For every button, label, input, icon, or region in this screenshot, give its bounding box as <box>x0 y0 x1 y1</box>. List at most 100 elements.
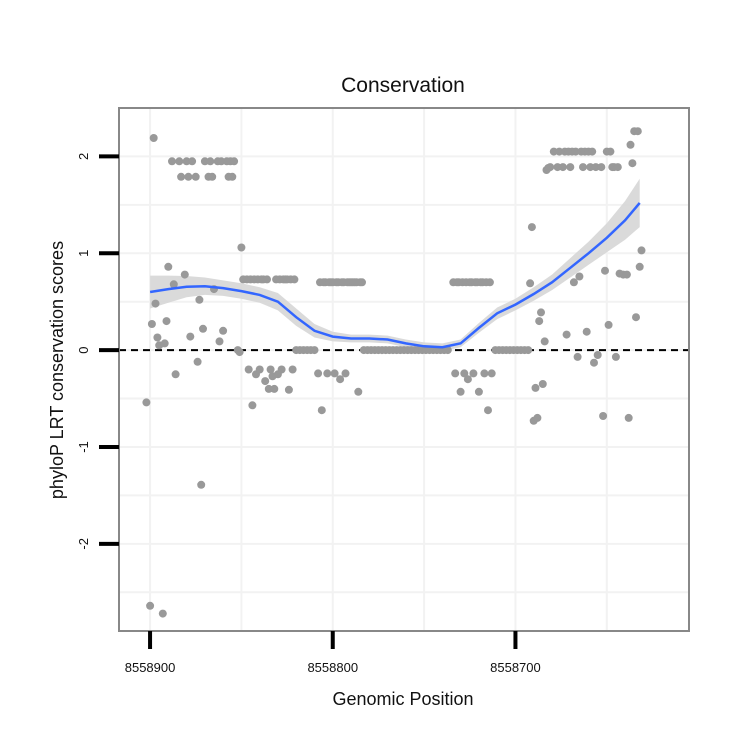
data-point <box>633 127 642 136</box>
data-point <box>526 279 535 288</box>
data-point <box>330 369 339 378</box>
data-point <box>153 333 162 342</box>
data-point <box>622 270 631 279</box>
data-point <box>264 384 273 393</box>
data-point <box>235 348 244 357</box>
data-point <box>171 370 180 379</box>
data-point <box>487 369 496 378</box>
data-point <box>451 369 460 378</box>
data-point <box>288 365 297 374</box>
data-point <box>469 369 478 378</box>
data-point <box>562 330 571 339</box>
data-point <box>149 134 158 142</box>
data-point <box>180 270 189 279</box>
data-point <box>588 147 597 156</box>
data-point <box>182 157 191 166</box>
data-point <box>323 369 332 378</box>
data-point <box>566 163 575 172</box>
confidence-band <box>150 178 640 352</box>
panel-border <box>118 107 690 632</box>
data-point <box>546 163 555 172</box>
data-point <box>310 346 319 355</box>
y-tick-label: -2 <box>76 538 91 550</box>
data-point <box>573 352 582 361</box>
smooth-line <box>149 202 641 349</box>
data-point <box>317 406 326 415</box>
data-point <box>175 157 184 166</box>
data-point <box>484 406 492 415</box>
data-point <box>535 317 544 326</box>
data-point <box>537 308 545 317</box>
data-point <box>549 147 558 156</box>
data-point <box>270 384 279 393</box>
data-point <box>284 385 293 394</box>
data-point <box>524 346 533 355</box>
data-point <box>266 365 275 374</box>
data-point <box>290 275 299 284</box>
x-axis: 8558900 8558800 8558700 <box>125 631 541 675</box>
data-point <box>255 365 264 374</box>
data-point <box>146 601 155 610</box>
y-axis-label: phyloP LRT conservation scores <box>47 241 67 499</box>
data-point <box>168 157 176 166</box>
data-point <box>527 223 536 232</box>
data-point <box>460 369 469 378</box>
data-point <box>575 272 584 281</box>
data-point <box>540 337 549 346</box>
data-point <box>593 351 602 359</box>
scatter-points <box>142 127 646 618</box>
data-point <box>237 243 246 252</box>
data-point <box>206 157 215 166</box>
data-point <box>591 163 600 172</box>
data-point <box>628 159 637 168</box>
data-point <box>590 358 598 367</box>
data-point <box>558 163 567 172</box>
data-point <box>199 324 207 333</box>
data-point <box>604 320 613 329</box>
data-point <box>443 346 452 355</box>
data-point <box>606 147 615 156</box>
data-point <box>358 278 366 287</box>
x-tick-label: 8558800 <box>307 660 358 675</box>
x-tick-label: 8558900 <box>125 660 176 675</box>
confidence-band-layer <box>150 178 640 352</box>
data-point <box>162 317 171 326</box>
x-axis-label: Genomic Position <box>332 689 473 709</box>
data-point <box>191 172 200 181</box>
data-point <box>184 172 193 181</box>
data-point <box>169 280 178 289</box>
data-point <box>613 163 622 172</box>
data-point <box>228 172 237 181</box>
data-point <box>601 266 609 275</box>
data-point <box>219 326 228 335</box>
data-point <box>177 172 186 181</box>
data-point <box>248 401 257 410</box>
data-point <box>277 365 286 374</box>
data-point <box>624 413 633 422</box>
data-point <box>193 357 202 366</box>
data-point <box>579 163 587 172</box>
data-point <box>626 140 635 149</box>
plot-panel <box>119 108 689 631</box>
data-point <box>142 398 151 407</box>
smooth-line-layer <box>149 202 641 349</box>
data-point <box>263 275 271 284</box>
data-point <box>582 327 591 336</box>
data-point <box>456 387 465 396</box>
data-point <box>341 369 350 378</box>
data-point <box>531 383 540 392</box>
data-point <box>599 412 608 420</box>
data-point <box>151 299 160 308</box>
data-point <box>160 339 169 348</box>
data-point <box>555 147 564 156</box>
data-point <box>188 157 197 166</box>
data-point <box>533 413 542 422</box>
data-point <box>637 246 646 255</box>
data-point <box>215 337 224 346</box>
data-point <box>208 172 217 181</box>
y-tick-label: -1 <box>76 441 91 453</box>
data-point <box>485 278 494 287</box>
grid-lines <box>119 108 689 631</box>
data-point <box>186 332 195 341</box>
data-point <box>230 157 239 166</box>
